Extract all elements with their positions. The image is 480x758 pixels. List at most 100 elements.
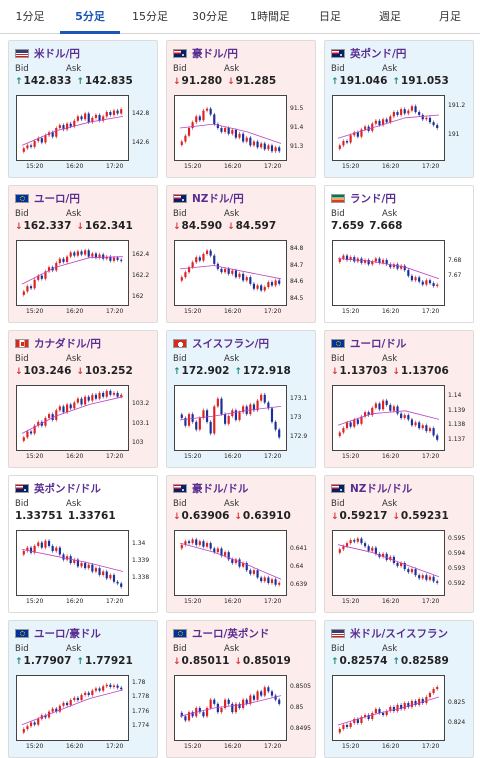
- y-tick-label: 0.639: [290, 580, 308, 588]
- bid-label: Bid: [173, 64, 187, 74]
- currency-pair-link[interactable]: 英ポンド/ドル: [34, 482, 101, 495]
- rate-card[interactable]: 英ポンド/円 Bid Ask ↑191.046 ↑191.053 191.2 191 15:2…: [324, 40, 474, 178]
- candle-body: [270, 691, 274, 696]
- price-row: ↓91.280 ↓91.285: [173, 75, 309, 89]
- mini-candlestick-chart[interactable]: 173.1 173 172.9 15:20 16:20 17:20: [174, 385, 309, 464]
- candle-body: [87, 564, 90, 569]
- candle-body: [73, 252, 76, 256]
- mini-candlestick-chart[interactable]: 7.68 7.67 15:20 16:20 17:20: [332, 240, 467, 319]
- tab-monthly[interactable]: 月足: [439, 10, 461, 23]
- candlestick-svg: [337, 104, 440, 151]
- rate-card[interactable]: カナダドル/円 Bid Ask ↓103.246 ↓103.252 103.2 103.1 1…: [8, 330, 158, 468]
- rate-card[interactable]: ユーロ/豪ドル Bid Ask ↑1.77907 ↑1.77921 1.78 1.778 1.…: [8, 620, 158, 758]
- candle-body: [66, 256, 69, 262]
- currency-pair-link[interactable]: NZドル/円: [192, 192, 244, 205]
- candle-body: [198, 541, 201, 545]
- currency-pair-link[interactable]: NZドル/ドル: [350, 482, 413, 495]
- tab-15min[interactable]: 15分足: [132, 10, 168, 23]
- candle-body: [94, 253, 98, 258]
- rate-card[interactable]: ユーロ/英ポンド Bid Ask ↓0.85011 ↓0.85019 0.8505 0.85…: [166, 620, 316, 758]
- candle-body: [425, 280, 428, 285]
- candle-body: [80, 116, 83, 120]
- ask-label: Ask: [66, 354, 82, 364]
- bid-value: 0.59217: [339, 510, 388, 522]
- candle-body: [421, 699, 424, 703]
- bid-label: Bid: [331, 209, 345, 219]
- rate-card[interactable]: 豪ドル/ドル Bid Ask ↓0.63906 ↓0.63910 0.641 0.64 0.6…: [166, 475, 316, 613]
- candle-body: [378, 120, 381, 126]
- x-tick-label: 17:20: [264, 743, 282, 750]
- currency-pair-link[interactable]: スイスフラン/円: [192, 337, 270, 350]
- rate-card[interactable]: NZドル/円 Bid Ask ↓84.590 ↓84.597 84.8 84.7 84.6 84…: [166, 185, 316, 323]
- tab-30min[interactable]: 30分足: [192, 10, 228, 23]
- candle-body: [47, 414, 51, 418]
- y-tick-label: 142.6: [132, 138, 150, 146]
- tab-1min[interactable]: 1分足: [15, 10, 45, 23]
- currency-pair-link[interactable]: 豪ドル/円: [192, 47, 238, 60]
- rate-card[interactable]: 英ポンド/ドル Bid Ask 1.33751 1.33761 1.34 1.339 1.33…: [8, 475, 158, 613]
- tab-weekly[interactable]: 週足: [379, 10, 401, 23]
- mini-candlestick-chart[interactable]: 0.8505 0.85 0.8495 15:20 16:20 17:20: [174, 675, 311, 754]
- mini-candlestick-chart[interactable]: 142.8 142.6 15:20 16:20 17:20: [16, 95, 151, 174]
- y-tick-label: 1.78: [132, 678, 146, 686]
- x-tick-label: 16:20: [382, 308, 400, 315]
- rate-card[interactable]: ユーロ/ドル Bid Ask ↓1.13703 ↓1.13706 1.14 1.139 1.1…: [324, 330, 474, 468]
- eu-us-flag-icon: [331, 338, 345, 348]
- eu-gb-flag-icon: [173, 628, 187, 638]
- candle-body: [425, 425, 428, 432]
- rate-card[interactable]: 豪ドル/円 Bid Ask ↓91.280 ↓91.285 91.5 91.4 91.3 15:…: [166, 40, 316, 178]
- rate-card[interactable]: スイスフラン/円 Bid Ask ↑172.902 ↑172.918 173.1 173 17…: [166, 330, 316, 468]
- au-us-flag-icon: [173, 483, 187, 493]
- currency-pair-link[interactable]: 米ドル/スイスフラン: [350, 627, 449, 640]
- tab-1hour[interactable]: 1時間足: [250, 10, 290, 23]
- candle-body: [180, 277, 183, 281]
- candle-body: [116, 392, 119, 397]
- candle-body: [80, 398, 83, 405]
- currency-pair-link[interactable]: 英ポンド/円: [350, 47, 407, 60]
- currency-pair-link[interactable]: ユーロ/豪ドル: [34, 627, 101, 640]
- currency-pair-link[interactable]: ユーロ/円: [34, 192, 80, 205]
- ask-price: ↓103.252: [76, 365, 132, 379]
- x-tick-label: 15:20: [184, 743, 202, 750]
- candle-body: [209, 543, 212, 549]
- mini-candlestick-chart[interactable]: 191.2 191 15:20 16:20 17:20: [332, 95, 467, 174]
- mini-candlestick-chart[interactable]: 1.78 1.778 1.776 1.774 15:20 16:20 17:20: [16, 675, 151, 754]
- candle-body: [407, 415, 410, 420]
- ask-value: 1.13706: [400, 365, 449, 377]
- candle-body: [62, 554, 65, 560]
- mini-candlestick-chart[interactable]: 1.34 1.339 1.338 15:20 16:20 17:20: [16, 530, 151, 609]
- candlestick-svg: [337, 685, 440, 735]
- currency-pair-link[interactable]: カナダドル/円: [34, 337, 101, 350]
- x-tick-label: 15:20: [184, 163, 202, 170]
- mini-candlestick-chart[interactable]: 0.595 0.594 0.593 0.592 15:20 16:20 17:20: [332, 530, 467, 609]
- y-tick-label: 142.8: [132, 109, 150, 117]
- rate-card[interactable]: 米ドル/円 Bid Ask ↑142.833 ↑142.835 142.8 142.6 15:…: [8, 40, 158, 178]
- currency-pair-link[interactable]: 豪ドル/ドル: [192, 482, 249, 495]
- candle-body: [263, 687, 266, 696]
- rate-card[interactable]: ユーロ/円 Bid Ask ↓162.337 ↓162.341 162.4 162.2 162…: [8, 185, 158, 323]
- candle-body: [432, 283, 435, 287]
- currency-pair-link[interactable]: ランド/円: [350, 192, 396, 205]
- x-tick-label: 17:20: [264, 163, 282, 170]
- ask-value: 103.252: [84, 365, 133, 377]
- mini-candlestick-chart[interactable]: 0.825 0.824 15:20 16:20 17:20: [332, 675, 467, 754]
- rate-card[interactable]: ランド/円 Bid Ask 7.659 7.668 7.68 7.67 15:20 16:20 1…: [324, 185, 474, 323]
- rate-card[interactable]: NZドル/ドル Bid Ask ↓0.59217 ↓0.59231 0.595 0.594 0…: [324, 475, 474, 613]
- currency-pair-link[interactable]: ユーロ/英ポンド: [192, 627, 270, 640]
- rate-card[interactable]: 米ドル/スイスフラン Bid Ask ↑0.82574 ↑0.82589 0.825 0.8…: [324, 620, 474, 758]
- mini-candlestick-chart[interactable]: 0.641 0.64 0.639 15:20 16:20 17:20: [174, 530, 309, 609]
- mini-candlestick-chart[interactable]: 91.5 91.4 91.3 15:20 16:20 17:20: [174, 95, 309, 174]
- mini-candlestick-chart[interactable]: 1.14 1.139 1.138 1.137 15:20 16:20 17:20: [332, 385, 467, 464]
- bid-price: ↑1.77907: [15, 655, 71, 669]
- mini-candlestick-chart[interactable]: 84.8 84.7 84.6 84.5 15:20 16:20 17:20: [174, 240, 309, 319]
- currency-pair-link[interactable]: 米ドル/円: [34, 47, 80, 60]
- currency-pair-link[interactable]: ユーロ/ドル: [350, 337, 407, 350]
- candle-body: [342, 255, 345, 259]
- candle-body: [418, 112, 421, 115]
- mini-candlestick-chart[interactable]: 103.2 103.1 103 15:20 16:20 17:20: [16, 385, 151, 464]
- tab-5min[interactable]: 5分足: [60, 0, 120, 34]
- candle-body: [432, 428, 435, 436]
- mini-candlestick-chart[interactable]: 162.4 162.2 162 15:20 16:20 17:20: [16, 240, 151, 319]
- candle-body: [245, 699, 248, 704]
- tab-daily[interactable]: 日足: [319, 10, 341, 23]
